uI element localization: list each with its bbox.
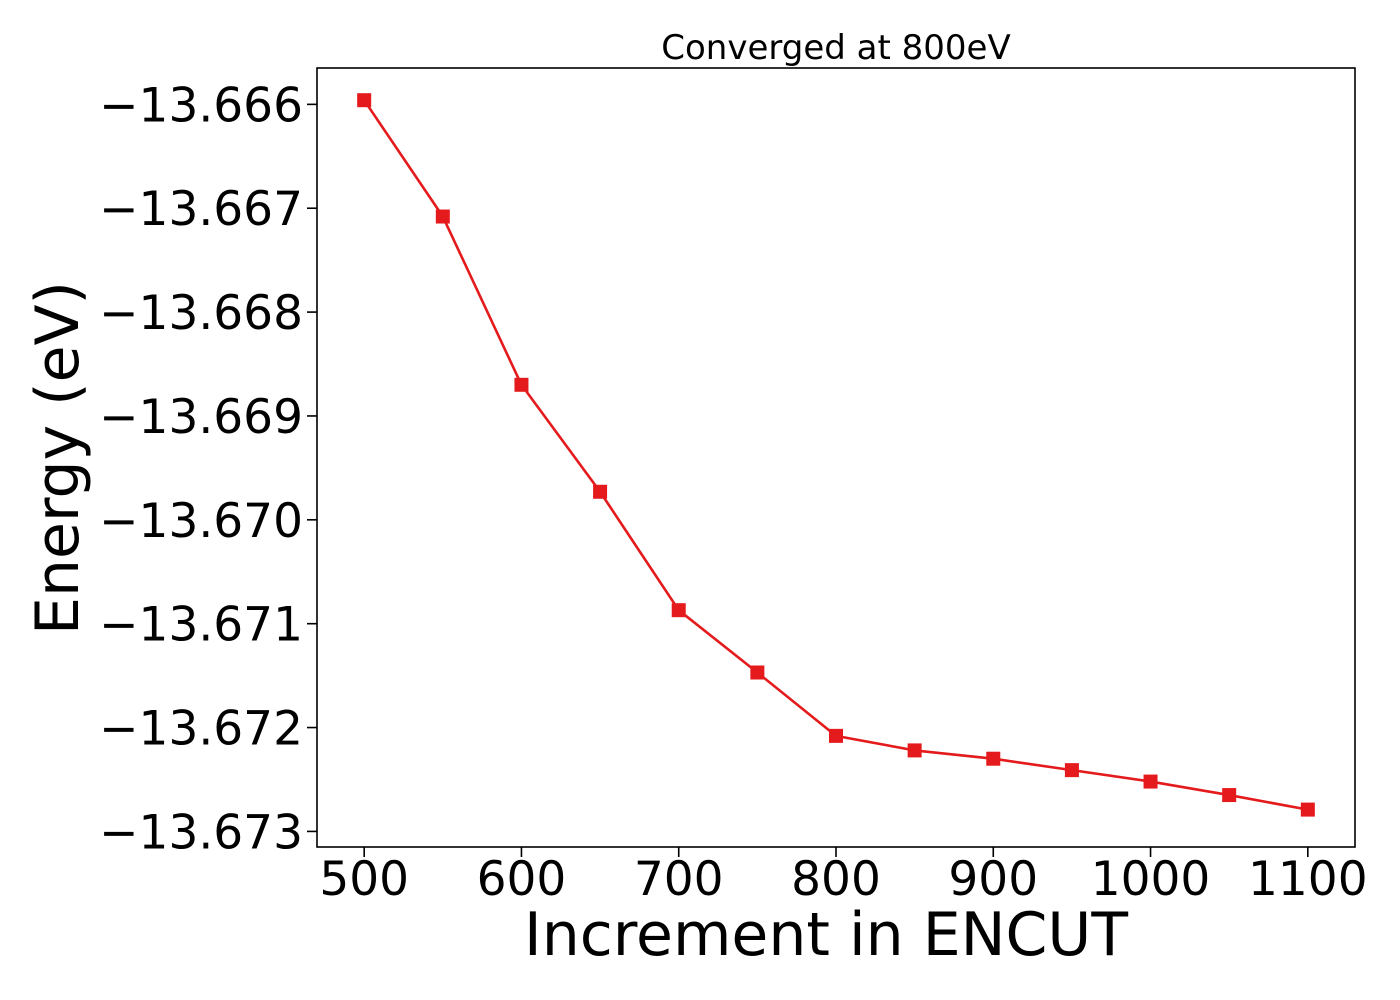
data-point-marker [357, 93, 372, 108]
data-point-marker [1064, 763, 1079, 778]
x-tick-label: 900 [948, 852, 1038, 907]
x-tick-label: 800 [791, 852, 881, 907]
data-point-marker [1143, 774, 1158, 789]
data-point-marker [1222, 788, 1237, 803]
x-tick-label: 1000 [1091, 852, 1211, 907]
chart-title: Converged at 800eV [661, 28, 1010, 68]
data-point-marker [1300, 802, 1315, 817]
x-axis: 500 600 700 800 900 1000 1100 [319, 847, 1368, 907]
y-tick-label: −13.667 [99, 182, 303, 237]
data-point-marker [907, 743, 922, 758]
x-tick-label: 500 [319, 852, 409, 907]
data-point-marker [435, 209, 450, 224]
x-tick-label: 1100 [1248, 852, 1368, 907]
series-layer [357, 93, 1315, 817]
y-tick-label: −13.672 [99, 702, 303, 757]
y-tick-label: −13.670 [99, 494, 303, 549]
y-tick-label: −13.669 [99, 390, 303, 445]
data-point-marker [514, 377, 529, 392]
data-point-marker [986, 751, 1001, 766]
y-axis-label: Energy (eV) [23, 281, 93, 635]
data-point-marker [671, 603, 686, 618]
y-tick-label: −13.671 [99, 598, 303, 653]
y-tick-label: −13.666 [99, 78, 303, 133]
series-line [363, 99, 1309, 811]
x-tick-label: 700 [634, 852, 724, 907]
y-tick-label: −13.668 [99, 286, 303, 341]
data-point-marker [829, 728, 843, 743]
data-point-marker [593, 484, 608, 499]
x-tick-label: 600 [477, 852, 567, 907]
data-point-marker [750, 665, 765, 680]
x-axis-label: Increment in ENCUT [524, 900, 1128, 970]
y-axis: −13.666 −13.667 −13.668 −13.669 −13.670 −13.6… [99, 78, 317, 860]
y-tick-label: −13.673 [99, 805, 303, 860]
